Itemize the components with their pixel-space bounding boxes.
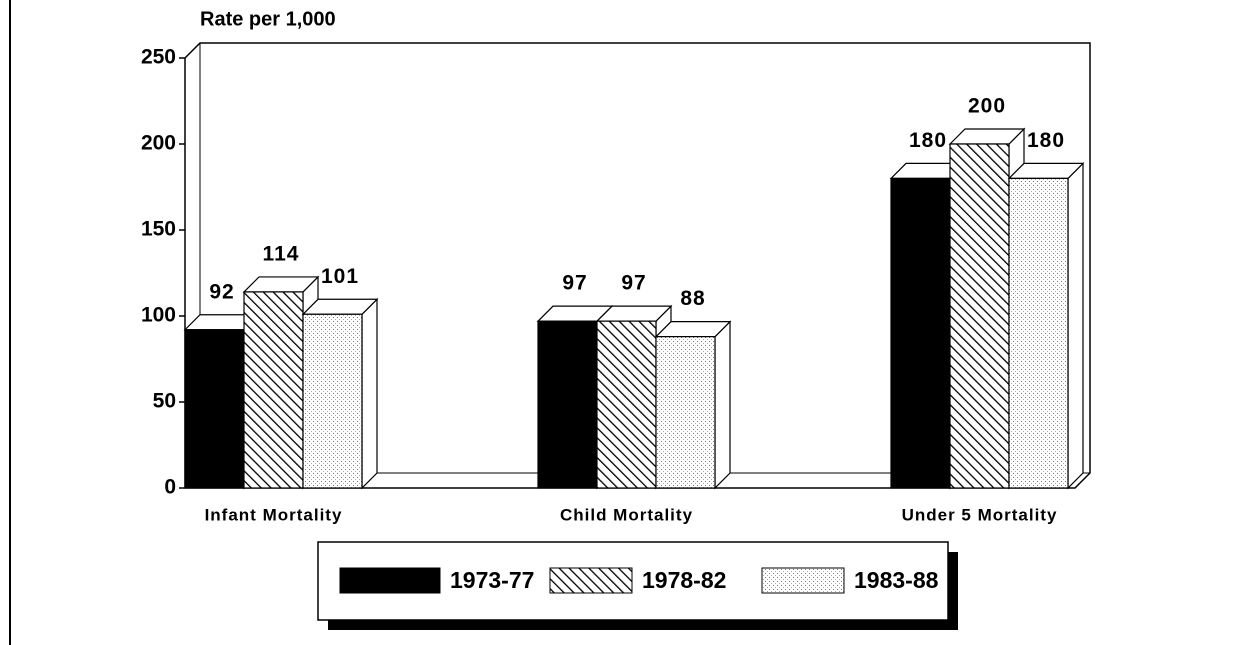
y-axis-label: Rate per 1,000: [200, 8, 336, 30]
data-label: 114: [263, 242, 300, 265]
y-tick-label: 100: [141, 304, 176, 327]
bar-side: [714, 320, 731, 490]
bar: [655, 336, 716, 489]
y-tick-label: 250: [141, 46, 176, 69]
data-label: 101: [321, 265, 359, 288]
data-label: 97: [621, 272, 646, 295]
bar-side: [1067, 161, 1084, 490]
x-tick-label: Child Mortality: [560, 505, 693, 524]
bar: [243, 291, 304, 489]
data-label: 180: [1027, 129, 1065, 152]
x-tick-label: Infant Mortality: [205, 505, 343, 524]
y-tick-label: 200: [141, 132, 176, 155]
data-label: 200: [968, 95, 1006, 118]
bar: [1008, 177, 1069, 489]
legend-swatch: [339, 567, 441, 594]
legend-label: 1978-82: [642, 567, 726, 593]
bar: [949, 143, 1010, 489]
bar: [184, 329, 245, 489]
data-label: 180: [909, 129, 947, 152]
bar: [302, 313, 363, 489]
x-tick-label: Under 5 Mortality: [902, 505, 1058, 524]
bar: [537, 320, 598, 489]
y-tick-label: 50: [153, 390, 176, 413]
legend-label: 1983-88: [854, 567, 939, 593]
legend-label: 1973-77: [450, 567, 534, 593]
data-label: 92: [209, 280, 234, 303]
bar-side: [361, 297, 378, 490]
legend-swatch: [549, 567, 633, 594]
legend-swatch: [761, 567, 845, 594]
data-label: 88: [680, 287, 705, 310]
data-label: 97: [562, 272, 587, 295]
bar: [596, 320, 657, 489]
y-tick-label: 150: [141, 218, 176, 241]
y-tick-label: 0: [164, 476, 176, 499]
bar: [890, 177, 951, 489]
